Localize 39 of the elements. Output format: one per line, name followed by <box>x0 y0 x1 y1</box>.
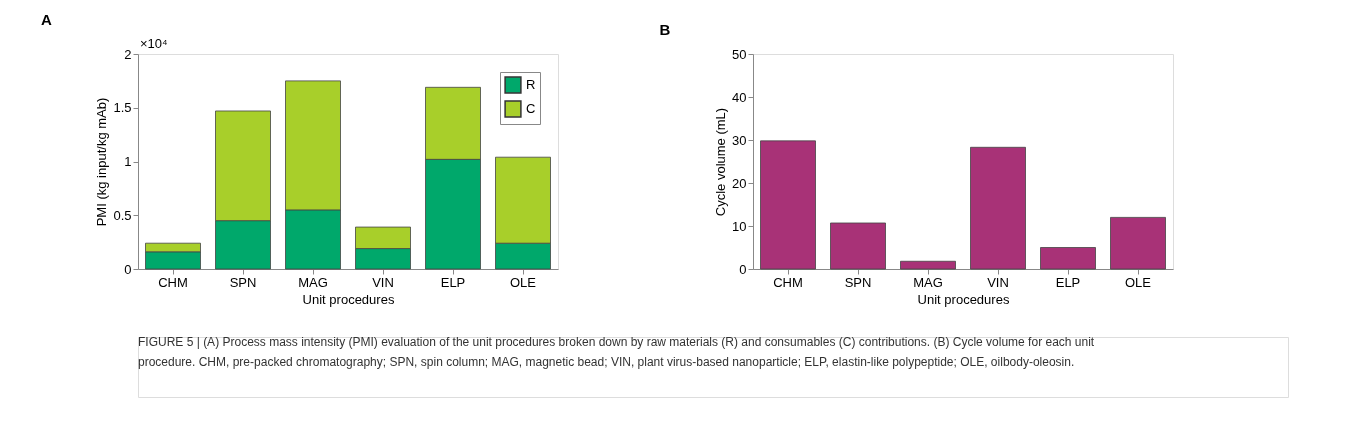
x-axis-title: Unit procedures <box>917 291 1010 307</box>
bar <box>900 260 956 270</box>
x-tick-label: VIN <box>987 274 1009 290</box>
x-tick-label: CHM <box>773 274 803 290</box>
x-tick-label: ELP <box>1055 274 1081 290</box>
y-tick-label: 1.5 <box>113 100 132 116</box>
x-tick-label: OLE <box>509 274 537 290</box>
y-tick-label: 40 <box>732 89 747 105</box>
x-tick-label: CHM <box>158 274 188 290</box>
y-axis-title: PMI (kg input/kg mAb) <box>94 97 110 227</box>
y-tick-label: 10 <box>732 218 747 234</box>
bar <box>830 222 886 270</box>
bar <box>1110 217 1166 270</box>
x-axis-title: Unit procedures <box>302 291 395 307</box>
legend-label: C <box>526 101 536 116</box>
y-tick-label: 30 <box>732 132 747 148</box>
text: ×10⁴ <box>140 36 168 51</box>
x-tick-label: SPN <box>844 274 872 290</box>
y-tick-label: 50 <box>732 46 747 62</box>
chart-title: B <box>659 21 671 38</box>
x-tick-label: OLE <box>1124 274 1152 290</box>
x-tick-label: SPN <box>229 274 257 290</box>
y-tick-label: 0.5 <box>113 207 132 223</box>
bar <box>970 146 1026 270</box>
caption: FIGURE 5 | (A) Process mass intensity (PMI) evaluation of the unit procedures broken down by raw materials (R) and consumables (C) contributions. (B) Cycle volume for each unit procedure. CHM, pre-packed chromatography; SPN, spin column; MAG, magnetic bead; VIN, plant virus-based nanoparticle; ELP, elastin-like polypeptide; OLE, oilbody-oleosin. <box>138 335 1095 369</box>
x-tick-label: VIN <box>372 274 394 290</box>
y-tick-label: 2 <box>124 46 132 62</box>
legend-label: R <box>526 77 536 92</box>
x-tick-label: ELP <box>440 274 466 290</box>
chart-title: A <box>40 11 52 28</box>
y-tick-label: 0 <box>739 261 747 277</box>
y-tick-label: 20 <box>732 175 747 191</box>
x-tick-label: MAG <box>913 274 943 290</box>
bar <box>1040 247 1096 270</box>
y-tick-label: 0 <box>124 261 132 277</box>
y-axis-title: Cycle volume (mL) <box>713 107 729 217</box>
y-tick-label: 1 <box>124 154 132 169</box>
bar <box>760 140 816 270</box>
x-tick-label: MAG <box>298 274 328 290</box>
